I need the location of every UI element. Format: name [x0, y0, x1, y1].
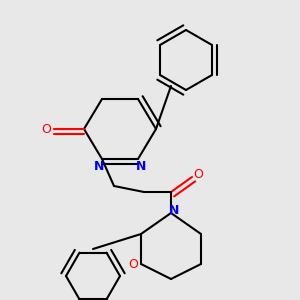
Text: O: O	[42, 122, 51, 136]
Text: O: O	[129, 257, 138, 271]
Text: N: N	[94, 160, 104, 173]
Text: O: O	[193, 167, 203, 181]
Text: N: N	[169, 203, 179, 217]
Text: N: N	[136, 160, 146, 173]
